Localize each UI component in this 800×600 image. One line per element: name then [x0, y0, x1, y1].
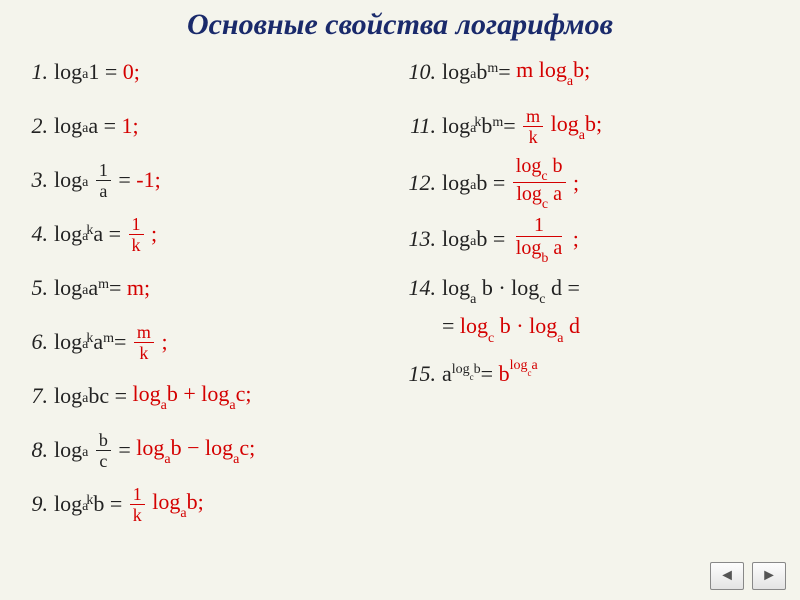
- property-row: 5. loga am = m;: [20, 264, 392, 312]
- property-row: 12. loga b = logc blogc a ;: [408, 156, 780, 209]
- property-row: 7. loga bc = logab + logac;: [20, 372, 392, 420]
- property-row: 6. logak am = mk ;: [20, 318, 392, 366]
- expression: logak bm = mk logab;: [442, 107, 602, 146]
- row-number: 8.: [20, 437, 54, 463]
- property-row: 4. logak a = 1k ;: [20, 210, 392, 258]
- row-number: 6.: [20, 329, 54, 355]
- answer: blogca: [499, 361, 538, 387]
- answer: -1;: [136, 167, 160, 193]
- property-row: 11. logak bm = mk logab;: [408, 102, 780, 150]
- expression: loga bm = m logab;: [442, 57, 590, 87]
- property-row: 13. loga b = 1 logb a ;: [408, 215, 780, 263]
- answer: 1k: [130, 485, 145, 524]
- expression: loga b = logc blogc a ;: [442, 156, 579, 209]
- left-column: 1. loga 1 = 0; 2. loga a = 1; 3. loga 1a…: [20, 48, 400, 534]
- property-row: 10. loga bm = m logab;: [408, 48, 780, 96]
- answer: mk: [523, 107, 543, 146]
- row-number: 14.: [408, 275, 442, 301]
- row-number: 13.: [408, 226, 442, 252]
- answer: 1k: [129, 215, 144, 254]
- row-number: 7.: [20, 383, 54, 409]
- row-number: 2.: [20, 113, 54, 139]
- expression: logak am = mk ;: [54, 323, 168, 362]
- expression: loga 1a = -1;: [54, 161, 161, 200]
- property-row: 2. loga a = 1;: [20, 102, 392, 150]
- answer: m;: [127, 275, 150, 301]
- expression: loga b · logc d = = logc b · loga d: [442, 275, 580, 344]
- row-number: 15.: [408, 361, 442, 387]
- property-row: 3. loga 1a = -1;: [20, 156, 392, 204]
- answer: logc blogc a: [513, 156, 566, 209]
- prev-button[interactable]: ◄: [710, 562, 744, 590]
- row-number: 9.: [20, 491, 54, 517]
- expression: alogcb = blogca: [442, 361, 538, 387]
- answer: logab − logac;: [136, 435, 255, 465]
- expression: logak a = 1k ;: [54, 215, 157, 254]
- next-button[interactable]: ►: [752, 562, 786, 590]
- content-columns: 1. loga 1 = 0; 2. loga a = 1; 3. loga 1a…: [0, 48, 800, 534]
- property-row: 1. loga 1 = 0;: [20, 48, 392, 96]
- answer: 1;: [122, 113, 139, 139]
- page-title: Основные свойства логарифмов: [0, 0, 800, 48]
- row-number: 4.: [20, 221, 54, 247]
- expression: logak b = 1k logab;: [54, 485, 204, 524]
- row-number: 11.: [408, 113, 442, 139]
- nav-controls: ◄ ►: [710, 562, 786, 590]
- answer: logab + logac;: [133, 381, 252, 411]
- expression: loga am = m;: [54, 275, 150, 301]
- answer: 0;: [123, 59, 140, 85]
- answer: 1 logb a: [513, 215, 565, 263]
- expression: loga a = 1;: [54, 113, 139, 139]
- answer: mk: [134, 323, 154, 362]
- right-column: 10. loga bm = m logab; 11. logak bm = mk…: [400, 48, 780, 534]
- answer: logc b · loga d: [460, 313, 580, 338]
- property-row: 15. alogcb = blogca: [408, 350, 780, 398]
- property-row: 8. loga bc = logab − logac;: [20, 426, 392, 474]
- answer: m logab;: [516, 57, 590, 87]
- row-number: 10.: [408, 59, 442, 85]
- expression: loga b = 1 logb a ;: [442, 215, 579, 263]
- row-number: 1.: [20, 59, 54, 85]
- row-number: 3.: [20, 167, 54, 193]
- expression: loga 1 = 0;: [54, 59, 140, 85]
- row-number: 12.: [408, 170, 442, 196]
- row-number: 5.: [20, 275, 54, 301]
- property-row: 9. logak b = 1k logab;: [20, 480, 392, 528]
- expression: loga bc = logab − logac;: [54, 431, 255, 470]
- property-row: 14. loga b · logc d = = logc b · loga d: [408, 269, 780, 344]
- expression: loga bc = logab + logac;: [54, 381, 252, 411]
